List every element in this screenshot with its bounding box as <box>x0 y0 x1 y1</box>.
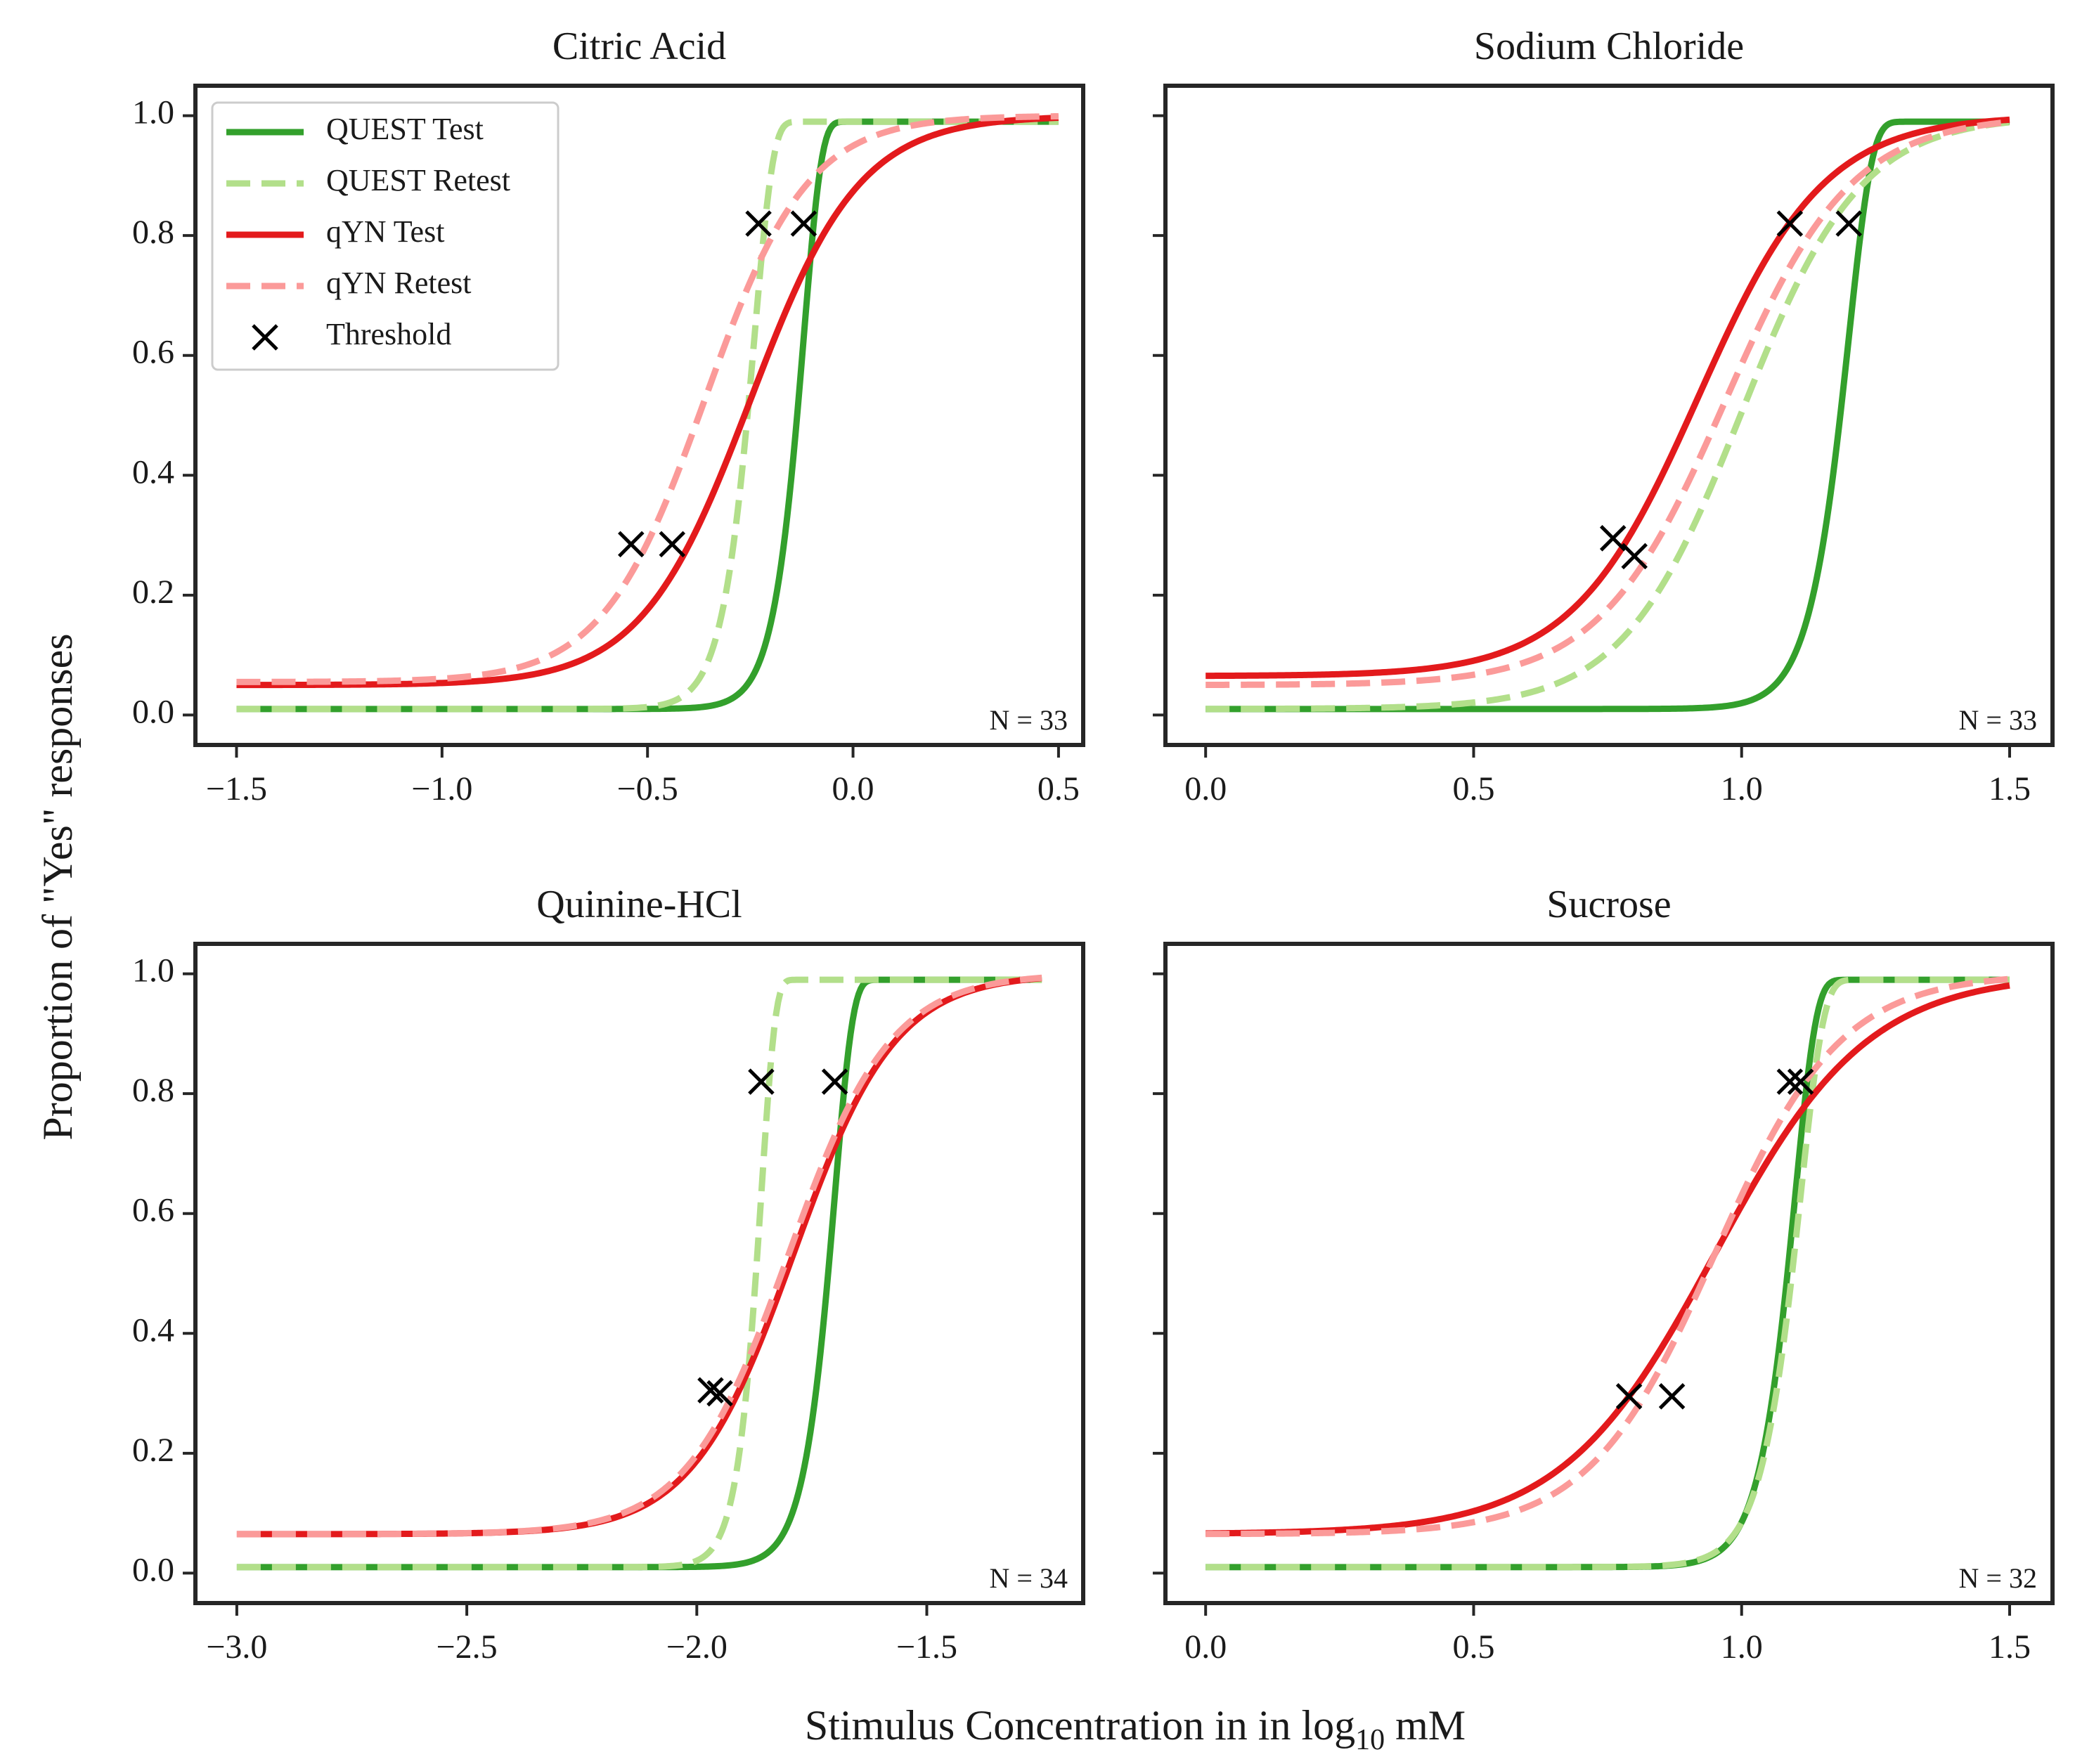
x-tick-label-citric-acid: 0.5 <box>1038 770 1080 808</box>
curve-qyn-retest-sucrose <box>1204 975 2011 1538</box>
legend-label-quest-test: QUEST Test <box>326 112 484 146</box>
sample-size-label-quinine-hcl: N = 34 <box>990 1562 1068 1594</box>
panel-sucrose: 0.0 0.5 1.0 1.5 Sucrose N = 32 <box>1153 883 2055 1666</box>
y-tick-label-citric-acid: 0.6 <box>132 334 174 371</box>
threshold-marker-quinine-hcl-4 <box>821 1068 848 1095</box>
x-tick-label-citric-acid: 0.0 <box>832 770 874 808</box>
threshold-marker-quinine-hcl-3 <box>748 1068 775 1095</box>
legend-entry-quest-test: QUEST Test <box>226 112 484 146</box>
panel-citric-acid: −1.5 −1.0 −0.5 0.0 0.5 0.0 0.2 0.4 0.6 0.8 1.0 Citr… <box>132 25 1085 808</box>
x-tick-label-quinine-hcl: −1.5 <box>896 1628 957 1666</box>
legend: QUEST Test QUEST Retest qYN Test qYN Retest… <box>211 101 560 371</box>
legend-entry-threshold: Threshold <box>252 317 451 351</box>
y-tick-label-citric-acid: 1.0 <box>132 94 174 131</box>
legend-entry-quest-retest: QUEST Retest <box>226 163 510 197</box>
x-tick-label-citric-acid: −1.0 <box>411 770 472 808</box>
y-tick-label-citric-acid: 0.8 <box>132 214 174 251</box>
x-axis-label-subscript: 10 <box>1355 1724 1385 1756</box>
legend-label-qyn-test: qYN Test <box>326 214 444 249</box>
sample-size-label-sodium-chloride: N = 33 <box>1959 704 2037 736</box>
x-tick-label-sucrose: 1.5 <box>1989 1628 2031 1666</box>
curve-qyn-retest-citric-acid <box>235 112 1060 685</box>
threshold-marker-citric-acid-4 <box>790 210 817 237</box>
legend-label-quest-retest: QUEST Retest <box>326 163 510 197</box>
x-tick-label-quinine-hcl: −2.0 <box>666 1628 728 1666</box>
plot-frame-quinine-hcl <box>193 942 1085 1605</box>
threshold-marker-quinine-hcl-2 <box>706 1380 733 1407</box>
y-tick-label-quinine-hcl: 1.0 <box>132 952 174 990</box>
x-tick-label-sucrose: 0.5 <box>1452 1628 1494 1666</box>
curve-quest-retest-sodium-chloride <box>1204 119 2011 713</box>
x-tick-label-quinine-hcl: −3.0 <box>206 1628 267 1666</box>
curve-quest-retest-sucrose <box>1204 976 2011 1571</box>
sample-size-label-sucrose: N = 32 <box>1959 1562 2037 1594</box>
threshold-marker-citric-acid-1 <box>618 531 645 558</box>
x-tick-label-sodium-chloride: 0.5 <box>1452 770 1494 808</box>
threshold-marker-sodium-chloride-1 <box>1599 525 1627 552</box>
curve-quest-retest-quinine-hcl <box>235 976 1043 1571</box>
curves-sodium-chloride <box>1204 116 2011 713</box>
panel-quinine-hcl: −3.0 −2.5 −2.0 −1.5 0.0 0.2 0.4 0.6 0.8 1.0 Quinin… <box>132 883 1085 1666</box>
legend-label-threshold: Threshold <box>326 317 451 351</box>
y-tick-label-citric-acid: 0.0 <box>132 693 174 730</box>
y-tick-label-citric-acid: 0.2 <box>132 573 174 611</box>
panel-sodium-chloride: 0.0 0.5 1.0 1.5 Sodium Chloride N = 33 <box>1153 25 2055 808</box>
x-axis-label-unit: mM <box>1385 1702 1466 1749</box>
y-tick-label-quinine-hcl: 0.0 <box>132 1551 174 1588</box>
curve-qyn-test-sodium-chloride <box>1204 116 2011 680</box>
x-axis-label: Stimulus Concentration in in log10 mM <box>805 1702 1466 1756</box>
x-tick-label-quinine-hcl: −2.5 <box>437 1628 498 1666</box>
panel-title-sodium-chloride: Sodium Chloride <box>1474 25 1744 68</box>
y-tick-label-quinine-hcl: 0.4 <box>132 1311 174 1349</box>
y-tick-label-quinine-hcl: 0.2 <box>132 1432 174 1469</box>
curve-qyn-retest-quinine-hcl <box>235 974 1043 1538</box>
threshold-marker-citric-acid-3 <box>745 210 772 237</box>
threshold-marker-sucrose-3 <box>1776 1068 1804 1095</box>
curve-qyn-test-citric-acid <box>235 115 1060 689</box>
x-axis-label-main: Stimulus Concentration in in log <box>805 1702 1355 1749</box>
threshold-marker-sucrose-2 <box>1658 1383 1686 1410</box>
plot-frame-sucrose <box>1163 942 2055 1605</box>
panel-title-sucrose: Sucrose <box>1546 883 1671 926</box>
plot-frame-sodium-chloride <box>1163 84 2055 747</box>
y-tick-label-quinine-hcl: 0.6 <box>132 1192 174 1229</box>
plot-frame-citric-acid <box>193 84 1085 747</box>
legend-entry-qyn-test: qYN Test <box>226 214 444 249</box>
threshold-marker-quinine-hcl-1 <box>697 1377 724 1404</box>
y-tick-label-quinine-hcl: 0.8 <box>132 1072 174 1109</box>
threshold-marker-sucrose-4 <box>1787 1068 1814 1095</box>
threshold-marker-sodium-chloride-2 <box>1621 543 1648 570</box>
threshold-marker-citric-acid-2 <box>659 531 686 558</box>
x-tick-label-sucrose: 1.0 <box>1721 1628 1763 1666</box>
x-tick-label-sodium-chloride: 1.5 <box>1989 770 2031 808</box>
curve-qyn-test-sucrose <box>1204 982 2011 1537</box>
sample-size-label-citric-acid: N = 33 <box>990 704 1068 736</box>
panel-title-citric-acid: Citric Acid <box>552 25 726 68</box>
threshold-marker-sucrose-1 <box>1615 1383 1643 1410</box>
panels: −1.5 −1.0 −0.5 0.0 0.5 0.0 0.2 0.4 0.6 0.8 1.0 Citr… <box>132 25 2055 1666</box>
legend-label-qyn-retest: qYN Retest <box>326 266 472 300</box>
curves-sucrose <box>1204 975 2011 1571</box>
panel-title-quinine-hcl: Quinine-HCl <box>536 883 742 926</box>
x-tick-label-citric-acid: −1.5 <box>206 770 267 808</box>
legend-entry-qyn-retest: qYN Retest <box>226 266 472 300</box>
legend-box <box>211 101 560 371</box>
x-tick-label-sodium-chloride: 0.0 <box>1184 770 1227 808</box>
curves-citric-acid <box>235 112 1060 713</box>
threshold-marker-sodium-chloride-4 <box>1835 210 1863 237</box>
x-tick-label-sucrose: 0.0 <box>1184 1628 1227 1666</box>
y-tick-label-citric-acid: 0.4 <box>132 453 174 491</box>
x-tick-label-citric-acid: −0.5 <box>617 770 678 808</box>
threshold-marker-sodium-chloride-3 <box>1776 210 1804 237</box>
x-tick-label-sodium-chloride: 1.0 <box>1721 770 1763 808</box>
curves-quinine-hcl <box>235 974 1043 1571</box>
y-axis-label: Proportion of "Yes" responses <box>34 633 81 1140</box>
